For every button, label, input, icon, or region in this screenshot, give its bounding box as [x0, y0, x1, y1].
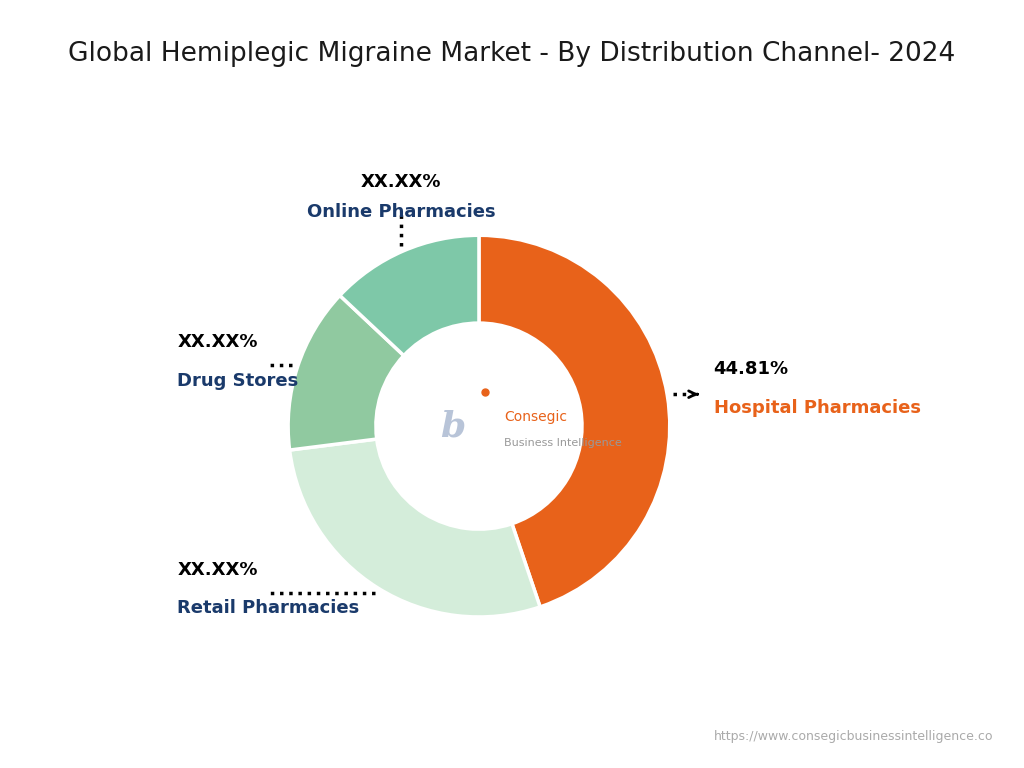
Wedge shape — [340, 235, 479, 356]
Text: 44.81%: 44.81% — [714, 360, 788, 379]
Text: XX.XX%: XX.XX% — [360, 173, 441, 191]
Circle shape — [376, 323, 582, 529]
Text: XX.XX%: XX.XX% — [177, 333, 258, 352]
Text: Drug Stores: Drug Stores — [177, 372, 299, 389]
Wedge shape — [290, 439, 540, 617]
Text: Business Intelligence: Business Intelligence — [504, 439, 622, 449]
Wedge shape — [288, 296, 403, 450]
Text: Global Hemiplegic Migraine Market - By Distribution Channel- 2024: Global Hemiplegic Migraine Market - By D… — [69, 41, 955, 67]
Text: Retail Pharmacies: Retail Pharmacies — [177, 599, 359, 617]
Text: b: b — [439, 409, 465, 443]
Text: Online Pharmacies: Online Pharmacies — [306, 204, 496, 221]
Wedge shape — [479, 235, 670, 607]
Text: https://www.consegicbusinessintelligence.co: https://www.consegicbusinessintelligence… — [714, 730, 993, 743]
Text: Hospital Pharmacies: Hospital Pharmacies — [714, 399, 921, 416]
Text: XX.XX%: XX.XX% — [177, 561, 258, 579]
Text: Consegic: Consegic — [504, 409, 566, 424]
